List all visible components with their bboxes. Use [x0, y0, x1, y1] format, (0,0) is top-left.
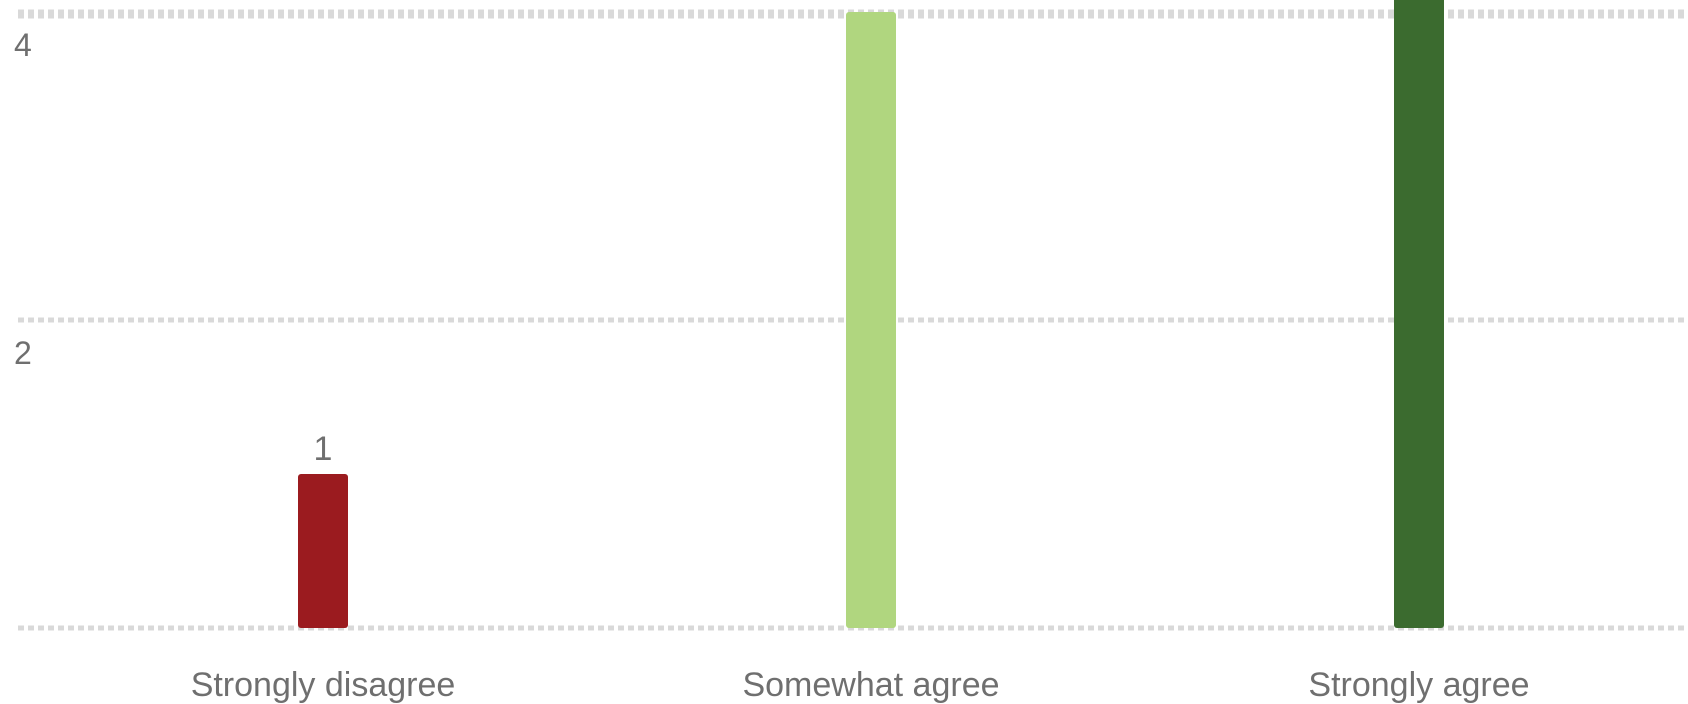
y-axis-ticks: 2468 — [14, 27, 32, 371]
bars — [298, 0, 1444, 628]
y-tick-label: 4 — [14, 27, 32, 63]
bar-value-label: 1 — [314, 430, 333, 468]
bar — [298, 474, 348, 628]
y-tick-label: 2 — [14, 335, 32, 371]
x-axis-categories: Strongly disagree Somewhat agree Strongly … — [191, 666, 1530, 704]
bar — [846, 12, 896, 628]
bar — [1394, 0, 1444, 628]
category-label: Somewhat agree — [742, 666, 999, 704]
bar-value-label: 4 — [862, 0, 881, 6]
category-label: Strongly disagree — [191, 666, 456, 704]
category-label: Strongly agree — [1308, 666, 1529, 704]
data-labels: 147 — [314, 0, 881, 468]
